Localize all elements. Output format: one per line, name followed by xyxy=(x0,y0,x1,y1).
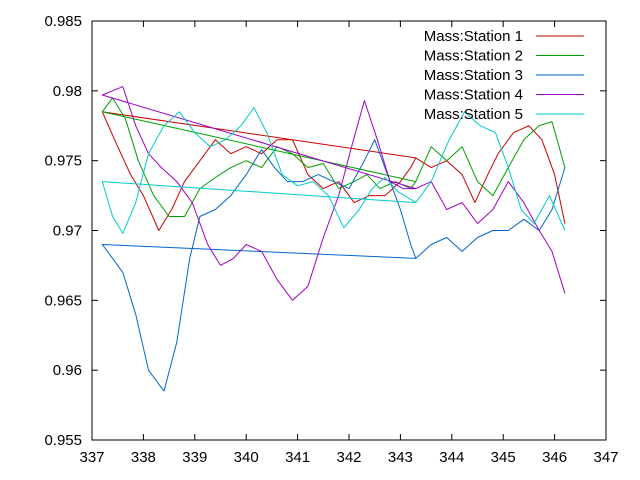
y-tick-label: 0.985 xyxy=(44,13,82,30)
legend-label-station-5: Mass:Station 5 xyxy=(424,106,523,123)
legend-label-station-4: Mass:Station 4 xyxy=(424,87,523,104)
series-group xyxy=(101,86,566,392)
plot-frame xyxy=(91,20,607,441)
legend-label-station-3: Mass:Station 3 xyxy=(424,67,523,84)
x-tick-label: 343 xyxy=(388,449,413,466)
plot-border xyxy=(91,20,607,441)
axis-ticks xyxy=(91,20,607,441)
y-tick-label: 0.955 xyxy=(44,432,82,449)
legend-label-station-1: Mass:Station 1 xyxy=(424,28,523,45)
x-tick-label: 341 xyxy=(285,449,310,466)
series-line-station-1 xyxy=(101,111,566,231)
series-line-station-2 xyxy=(101,97,566,217)
series-line-station-5 xyxy=(101,107,566,234)
x-tick-label: 340 xyxy=(234,449,259,466)
x-tick-label: 345 xyxy=(491,449,516,466)
y-tick-label: 0.98 xyxy=(53,83,82,100)
x-tick-label: 339 xyxy=(182,449,207,466)
y-tick-label: 0.975 xyxy=(44,153,82,170)
y-tick-label: 0.965 xyxy=(44,292,82,309)
x-tick-label: 337 xyxy=(79,449,104,466)
y-tick-label: 0.96 xyxy=(53,362,82,379)
x-tick-label: 347 xyxy=(593,449,618,466)
axis-tick-labels: 337 338 339 340 341 342 343 344 345 346 347 0.955 0.… xyxy=(44,13,618,466)
legend: Mass:Station 1 Mass:Station 2 Mass:Station… xyxy=(424,28,584,123)
y-tick-label: 0.97 xyxy=(53,223,82,240)
legend-label-station-2: Mass:Station 2 xyxy=(424,48,523,65)
series-line-station-3 xyxy=(101,139,566,392)
x-tick-label: 344 xyxy=(439,449,464,466)
x-tick-label: 342 xyxy=(336,449,361,466)
series-line-station-4 xyxy=(101,86,566,301)
x-tick-label: 346 xyxy=(542,449,567,466)
x-tick-label: 338 xyxy=(131,449,156,466)
